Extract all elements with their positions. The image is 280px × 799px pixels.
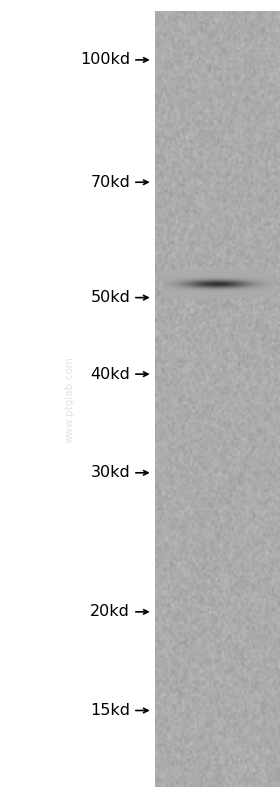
Text: 70kd: 70kd [90, 175, 130, 189]
Text: 40kd: 40kd [90, 367, 130, 382]
Text: 20kd: 20kd [90, 604, 130, 619]
Text: 15kd: 15kd [90, 703, 130, 718]
Text: 50kd: 50kd [90, 290, 130, 305]
Text: www.ptglab.com: www.ptglab.com [65, 356, 75, 443]
Text: 100kd: 100kd [80, 53, 130, 67]
Text: 30kd: 30kd [90, 465, 130, 480]
